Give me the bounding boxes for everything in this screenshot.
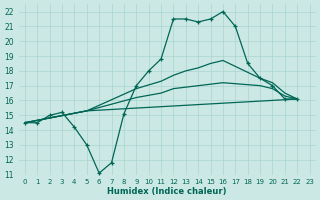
X-axis label: Humidex (Indice chaleur): Humidex (Indice chaleur): [108, 187, 227, 196]
